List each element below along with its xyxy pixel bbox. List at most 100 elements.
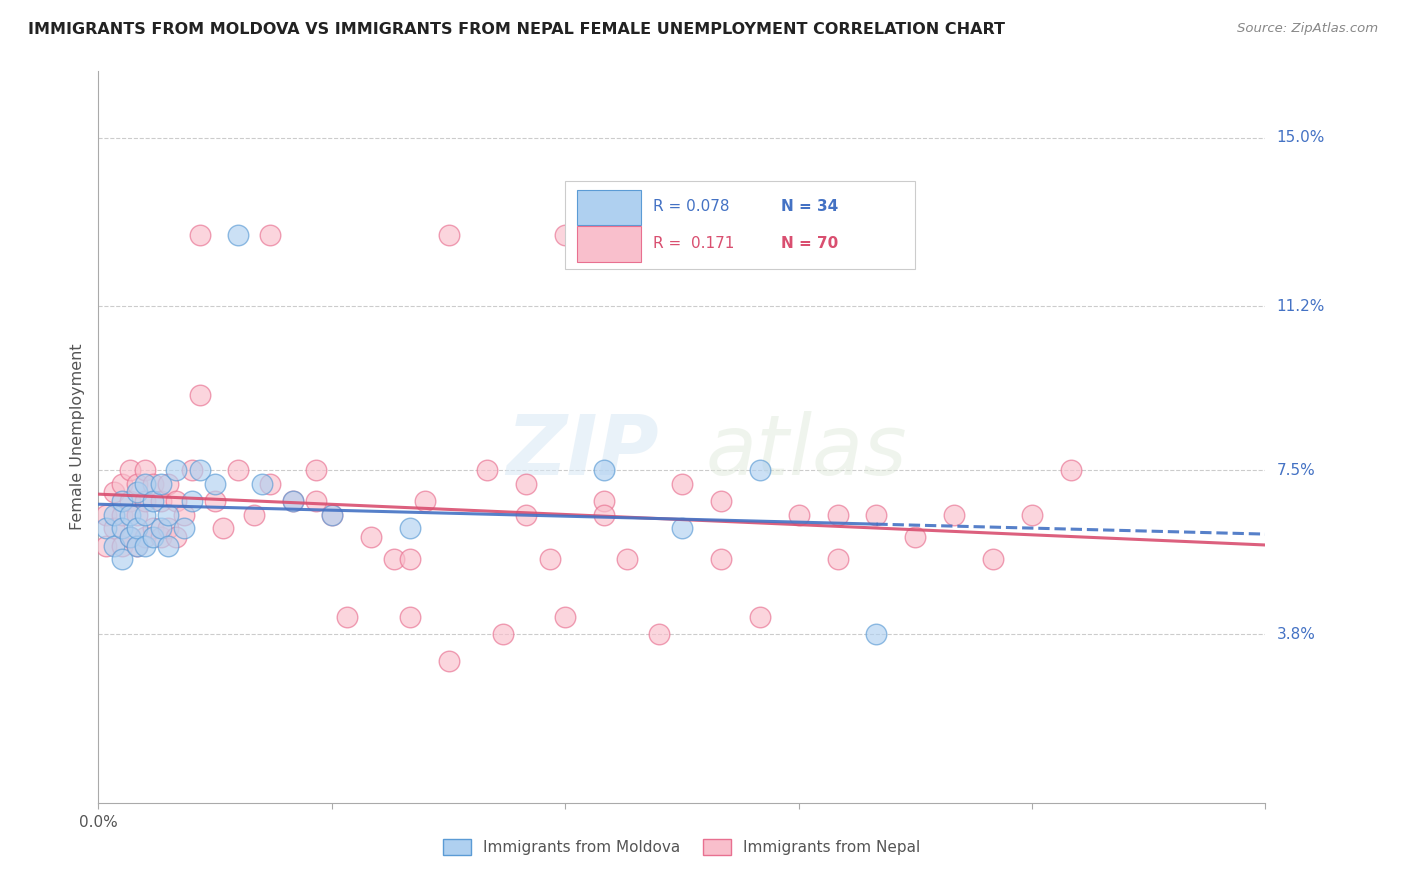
FancyBboxPatch shape [565, 181, 915, 268]
Point [554, 609, 576, 624]
Point [827, 552, 849, 566]
Text: atlas: atlas [706, 411, 907, 492]
Point [492, 627, 515, 641]
Point [188, 228, 211, 243]
Point [710, 494, 733, 508]
Point [111, 476, 134, 491]
Point [118, 530, 141, 544]
Point [398, 552, 420, 566]
Point [118, 508, 141, 522]
Point [180, 494, 202, 508]
Point [710, 552, 733, 566]
Point [305, 494, 328, 508]
Point [142, 476, 165, 491]
Point [259, 476, 281, 491]
Point [593, 494, 616, 508]
Point [111, 494, 134, 508]
Point [336, 609, 359, 624]
Point [515, 508, 537, 522]
Point [127, 521, 149, 535]
Text: IMMIGRANTS FROM MOLDOVA VS IMMIGRANTS FROM NEPAL FEMALE UNEMPLOYMENT CORRELATION: IMMIGRANTS FROM MOLDOVA VS IMMIGRANTS FR… [28, 22, 1005, 37]
Point [228, 463, 250, 477]
Point [593, 508, 616, 522]
Point [118, 463, 141, 477]
Point [173, 521, 195, 535]
Point [554, 228, 576, 243]
Point [647, 627, 669, 641]
Point [204, 476, 226, 491]
Point [671, 521, 693, 535]
Point [157, 521, 180, 535]
Point [259, 228, 281, 243]
Point [142, 494, 165, 508]
Text: 3.8%: 3.8% [1277, 627, 1316, 642]
Y-axis label: Female Unemployment: Female Unemployment [69, 343, 84, 531]
Point [1060, 463, 1083, 477]
Point [515, 476, 537, 491]
Point [118, 494, 141, 508]
Point [321, 508, 343, 522]
Point [398, 609, 420, 624]
Text: N = 70: N = 70 [782, 235, 838, 251]
Point [111, 552, 134, 566]
Point [865, 627, 887, 641]
Text: 11.2%: 11.2% [1277, 299, 1324, 314]
Legend: Immigrants from Moldova, Immigrants from Nepal: Immigrants from Moldova, Immigrants from… [437, 833, 927, 861]
Text: Source: ZipAtlas.com: Source: ZipAtlas.com [1237, 22, 1378, 36]
Point [538, 552, 561, 566]
Text: ZIP: ZIP [506, 411, 658, 492]
Point [111, 521, 134, 535]
Point [157, 508, 180, 522]
Point [305, 463, 328, 477]
Point [96, 508, 118, 522]
Point [127, 485, 149, 500]
Point [188, 388, 211, 402]
Point [165, 494, 187, 508]
Point [188, 463, 211, 477]
Text: R = 0.078: R = 0.078 [652, 199, 730, 214]
Point [616, 552, 638, 566]
Point [382, 552, 405, 566]
Point [142, 521, 165, 535]
Point [593, 463, 616, 477]
Point [671, 476, 693, 491]
Point [134, 463, 156, 477]
Point [103, 521, 125, 535]
Text: 0.0%: 0.0% [79, 814, 118, 830]
Point [398, 521, 420, 535]
Point [149, 494, 172, 508]
Point [127, 508, 149, 522]
Point [204, 494, 226, 508]
Point [1021, 508, 1043, 522]
Bar [576, 190, 641, 225]
Text: R =  0.171: R = 0.171 [652, 235, 734, 251]
Point [96, 539, 118, 553]
Text: N = 34: N = 34 [782, 199, 838, 214]
Point [127, 476, 149, 491]
Point [134, 476, 156, 491]
Point [321, 508, 343, 522]
Text: 15.0%: 15.0% [1277, 130, 1324, 145]
Point [134, 494, 156, 508]
Point [157, 476, 180, 491]
Point [165, 463, 187, 477]
Point [111, 539, 134, 553]
Point [142, 530, 165, 544]
Point [827, 508, 849, 522]
Point [748, 609, 770, 624]
Point [134, 508, 156, 522]
Point [149, 521, 172, 535]
Point [173, 508, 195, 522]
Point [943, 508, 966, 522]
Point [413, 494, 436, 508]
Point [281, 494, 304, 508]
Point [127, 539, 149, 553]
Point [165, 530, 187, 544]
Point [243, 508, 266, 522]
Point [437, 228, 460, 243]
Point [437, 654, 460, 668]
Point [180, 463, 202, 477]
Point [134, 539, 156, 553]
Bar [576, 227, 641, 261]
Point [103, 539, 125, 553]
